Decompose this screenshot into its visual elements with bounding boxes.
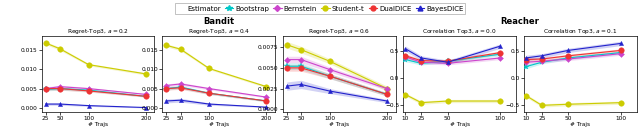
- Title: Regret-Top3, $a = 0.4$: Regret-Top3, $a = 0.4$: [188, 27, 250, 36]
- Title: Regret-Top3, $a = 0.6$: Regret-Top3, $a = 0.6$: [308, 27, 370, 36]
- Text: Bandit: Bandit: [203, 17, 234, 26]
- X-axis label: # Trajs: # Trajs: [329, 122, 349, 127]
- Text: Reacher: Reacher: [500, 17, 540, 26]
- X-axis label: # Trajs: # Trajs: [88, 122, 108, 127]
- X-axis label: # Trajs: # Trajs: [450, 122, 470, 127]
- Title: Correlation Top3, $a = 0.1$: Correlation Top3, $a = 0.1$: [543, 27, 618, 36]
- Legend: Estimator, Bootstrap, Bernstein, Student-t, DualDICE, BayesDICE: Estimator, Bootstrap, Bernstein, Student…: [175, 4, 465, 14]
- Title: Regret-Top3, $a = 0.2$: Regret-Top3, $a = 0.2$: [67, 27, 129, 36]
- Title: Correlation Top3, $a = 0.0$: Correlation Top3, $a = 0.0$: [422, 27, 497, 36]
- X-axis label: # Trajs: # Trajs: [570, 122, 591, 127]
- X-axis label: # Trajs: # Trajs: [209, 122, 228, 127]
